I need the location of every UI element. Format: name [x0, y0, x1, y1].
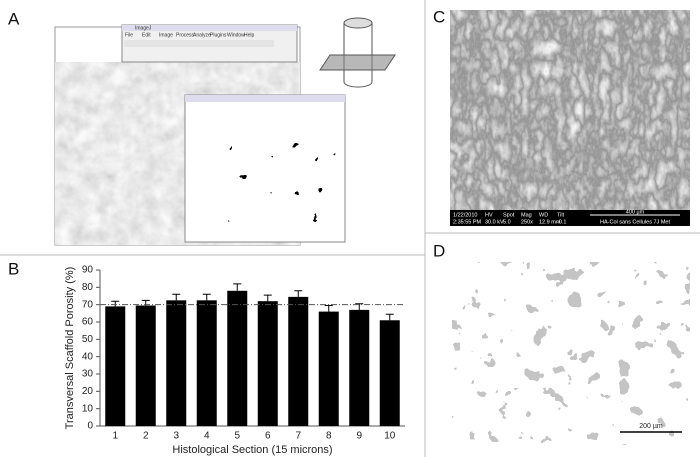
menu-item: Analyze [193, 32, 211, 38]
error-bar [111, 300, 120, 307]
panel-label: A [8, 9, 20, 28]
y-tick-label: 80 [82, 282, 94, 293]
sem-field: Spot [503, 212, 515, 218]
x-tick-label: 6 [265, 431, 271, 442]
error-bar [324, 305, 333, 312]
sem-field: Tilt [557, 212, 565, 218]
y-tick-label: 50 [82, 334, 94, 345]
error-bar [202, 293, 211, 301]
sem-value: 5.0 [503, 219, 511, 225]
bar [379, 320, 400, 426]
x-tick-label: 2 [143, 431, 149, 442]
scale-label: 200 µm [639, 423, 663, 430]
error-bar [172, 293, 181, 301]
bar [166, 300, 187, 426]
y-tick-label: 90 [82, 265, 94, 276]
menu-item: File [125, 32, 133, 38]
y-tick-label: 20 [82, 386, 94, 397]
panel-label: D [433, 241, 445, 260]
y-tick-label: 70 [82, 299, 94, 310]
x-tick-label: 7 [295, 431, 301, 442]
x-tick-label: 5 [234, 431, 240, 442]
x-tick-label: 10 [384, 431, 396, 442]
bar [196, 300, 217, 426]
y-axis-title: Transversal Scaffold Porosity (%) [64, 267, 76, 430]
x-tick-label: 4 [204, 431, 210, 442]
x-tick-label: 1 [112, 431, 118, 442]
menu-item: Process [176, 32, 195, 38]
sem-field: Mag [521, 212, 532, 218]
x-tick-label: 3 [173, 431, 179, 442]
sem-value: 12.9 mm [539, 219, 561, 225]
error-bar [294, 290, 303, 297]
error-bar [355, 303, 364, 310]
panel-label: B [8, 259, 19, 278]
x-axis-title: Histological Section (15 microns) [172, 444, 332, 456]
bar [288, 296, 309, 426]
sem-field: WD [539, 212, 548, 218]
bar [257, 301, 278, 426]
bar [349, 309, 370, 426]
menu-item: Edit [142, 32, 151, 38]
y-tick-label: 30 [82, 369, 94, 380]
error-bar [263, 294, 272, 302]
y-tick-label: 0 [87, 421, 93, 432]
y-tick-label: 60 [82, 317, 94, 328]
sem-value: 250x [521, 219, 533, 225]
sem-info: 2:35:55 PM [453, 219, 482, 225]
menu-item: Plugins [210, 32, 227, 38]
x-tick-label: 9 [356, 431, 362, 442]
scale-label: 400 µm [626, 209, 645, 215]
sem-info: 1/22/2010 [453, 212, 477, 218]
panel-label: C [433, 7, 445, 26]
sample-label: HA-Col sans Cellules 7J Met [600, 219, 670, 225]
sem-value: -0.1 [557, 219, 566, 225]
menu-item: Help [244, 32, 255, 38]
sem-field: HV [485, 212, 493, 218]
x-tick-label: 8 [326, 431, 332, 442]
error-bar [385, 313, 394, 321]
y-tick-label: 40 [82, 351, 94, 362]
bar [105, 306, 126, 426]
sem-value: 30.0 kV [485, 219, 504, 225]
bar [227, 290, 248, 426]
bar [135, 305, 156, 426]
histology-image: 200 µm [452, 262, 690, 445]
bar [318, 311, 339, 426]
menu-item: Image [159, 32, 173, 38]
error-bar [233, 283, 242, 291]
menu-item: Window [227, 32, 245, 38]
window-title: ImageJ [135, 25, 152, 31]
y-tick-label: 10 [82, 403, 94, 414]
bar-chart: 0 10 20 30 40 50 60 70 80 90 Transversal Scaffold … [64, 265, 405, 456]
